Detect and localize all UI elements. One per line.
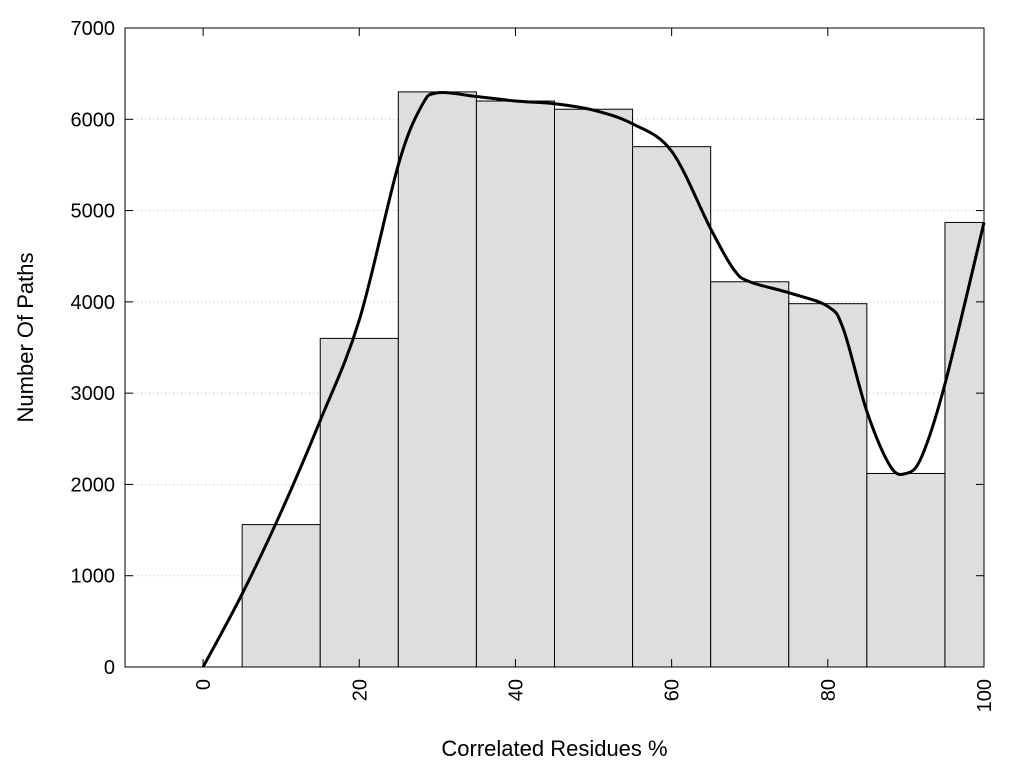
- histogram-bar: [475, 100, 555, 668]
- bars: [241, 91, 985, 668]
- y-tick-label: 7000: [71, 18, 116, 40]
- histogram-bar: [241, 524, 321, 668]
- histogram-bar: [319, 337, 399, 668]
- x-axis-title: Correlated Residues %: [441, 736, 667, 761]
- y-tick-label: 3000: [71, 383, 116, 405]
- y-tick-label: 6000: [71, 109, 116, 131]
- histogram-bar: [632, 146, 712, 668]
- x-tick-label: 20: [349, 679, 371, 701]
- x-tick-label: 0: [193, 679, 215, 690]
- y-tick-label: 1000: [71, 566, 116, 588]
- histogram-bar: [397, 91, 477, 668]
- histogram-bar: [710, 281, 790, 668]
- y-axis-title: Number Of Paths: [13, 253, 38, 423]
- x-tick-label: 80: [818, 679, 840, 701]
- x-tick-label: 40: [505, 679, 527, 701]
- ticks: 0 1000 2000 3000 4000 5000 6000 7000 0 20 40 60 80 10…: [71, 18, 997, 712]
- y-tick-label: 4000: [71, 292, 116, 314]
- x-tick-label: 100: [974, 679, 996, 712]
- plot-frame: [124, 27, 985, 668]
- histogram-bar: [788, 303, 868, 668]
- smooth-curve: [201, 90, 986, 668]
- x-tick-label: 60: [662, 679, 684, 701]
- histogram-bar: [944, 221, 985, 668]
- y-tick-label: 0: [104, 657, 115, 679]
- y-tick-label: 2000: [71, 474, 116, 496]
- smooth-curve-layer: [201, 90, 986, 668]
- histogram-bar: [554, 108, 634, 668]
- y-tick-label: 5000: [71, 201, 116, 223]
- histogram-bar: [866, 472, 946, 668]
